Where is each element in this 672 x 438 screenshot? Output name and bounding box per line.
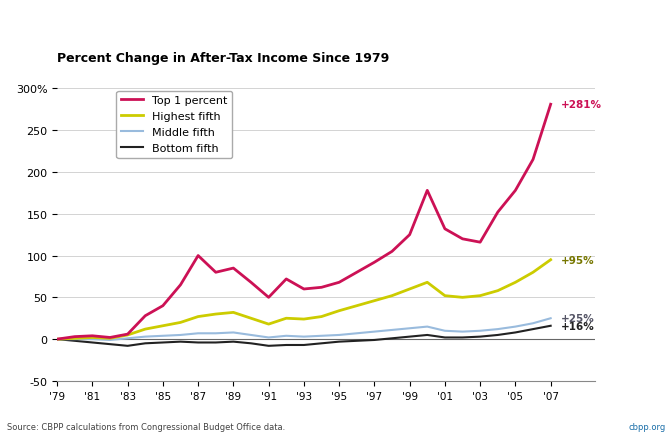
Legend: Top 1 percent, Highest fifth, Middle fifth, Bottom fifth: Top 1 percent, Highest fifth, Middle fif… [116, 92, 232, 159]
Text: +25%: +25% [561, 314, 595, 324]
Text: +16%: +16% [561, 321, 595, 331]
Text: +95%: +95% [561, 255, 595, 265]
Text: Figure 1:: Figure 1: [313, 8, 359, 18]
Text: +281%: +281% [561, 100, 602, 110]
Text: Income Gains at the Top Dwarf Those of Low- and Middle-Income Households: Income Gains at the Top Dwarf Those of L… [70, 32, 602, 46]
Text: Source: CBPP calculations from Congressional Budget Office data.: Source: CBPP calculations from Congressi… [7, 422, 285, 431]
Text: Percent Change in After-Tax Income Since 1979: Percent Change in After-Tax Income Since… [57, 52, 389, 64]
Text: cbpp.org: cbpp.org [628, 422, 665, 431]
